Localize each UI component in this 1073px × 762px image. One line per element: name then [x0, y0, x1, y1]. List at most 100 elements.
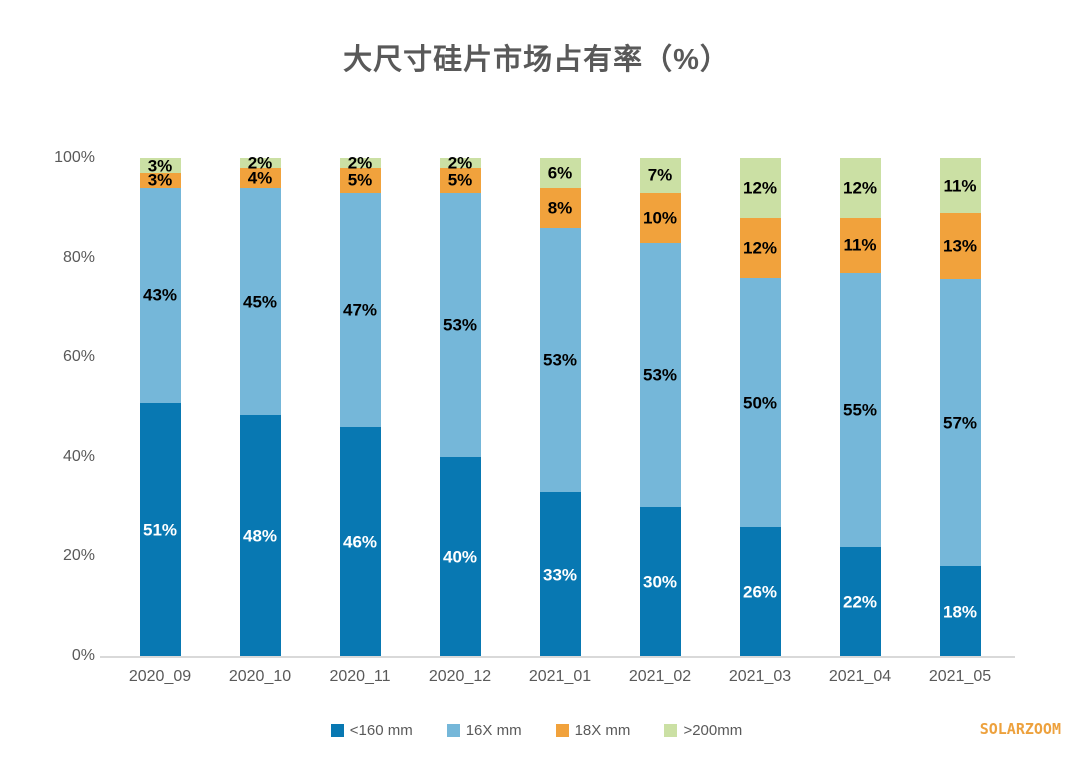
legend-label: 16X mm: [465, 722, 522, 739]
bar-segment: 2%: [439, 155, 481, 172]
x-tick-label: 2021_03: [728, 668, 792, 685]
bar-segment-label: 22%: [842, 592, 878, 612]
bar-segment: 33%: [539, 492, 581, 657]
stacked-bar: 33% 53% 8% 6%: [539, 158, 581, 657]
bar-segment-label: 45%: [242, 292, 278, 312]
bar-column: 46% 47% 5% 2%: [310, 155, 410, 657]
watermark-solarzoom: SOLARZOOM: [979, 720, 1061, 738]
bar-segment-label: 40%: [442, 547, 478, 567]
bar-segment-label: 46%: [342, 532, 378, 552]
bar-column: 48% 45% 4% 2%: [210, 155, 310, 657]
bar-segment-label: 11%: [843, 235, 877, 255]
x-tick-label: 2020_09: [128, 668, 192, 685]
bar-segment-label: 53%: [442, 315, 478, 335]
bar-segment-label: 11%: [943, 176, 977, 196]
stacked-bar: 48% 45% 4% 2%: [239, 155, 281, 657]
stacked-bar: 46% 47% 5% 2%: [339, 155, 381, 657]
bar-segment: 53%: [639, 242, 681, 508]
bar-segment: 55%: [839, 272, 881, 548]
bar-segment-label: 7%: [647, 165, 673, 185]
bar-segment-label: 2%: [447, 153, 473, 173]
bar-segment-label: 2%: [347, 153, 373, 173]
bar-segment-label: 12%: [742, 238, 778, 258]
bar-segment: 51%: [139, 402, 181, 657]
legend-item: <160 mm: [330, 722, 413, 739]
x-axis-line: [100, 656, 1015, 658]
x-tick-label: 2020_12: [428, 668, 492, 685]
x-tick-label: 2020_10: [228, 668, 292, 685]
bar-segment: 50%: [739, 277, 781, 528]
bar-segment: 8%: [539, 187, 581, 228]
bar-segment-label: 33%: [542, 565, 578, 585]
x-tick-label: 2021_05: [928, 668, 992, 685]
legend-item: >200mm: [664, 722, 742, 739]
bar-segment: 26%: [739, 527, 781, 657]
bar-segment: 18%: [939, 566, 981, 657]
bar-segment: 2%: [239, 155, 281, 172]
bar-segment: 57%: [939, 278, 981, 567]
bar-column: 30% 53% 10% 7%: [610, 158, 710, 657]
bar-segment: 48%: [239, 415, 281, 657]
bar-segment-label: 3%: [147, 170, 173, 190]
bar-segment-label: 8%: [547, 198, 573, 218]
bar-column: 26% 50% 12% 12%: [710, 158, 810, 657]
chart-title: 大尺寸硅片市场占有率（%）: [343, 44, 730, 76]
bar-segment: 6%: [539, 158, 581, 188]
bar-segment-label: 53%: [642, 365, 678, 385]
legend-swatch-icon: [446, 724, 460, 737]
bar-segment-label: 18%: [942, 602, 978, 622]
bar-segment: 47%: [339, 192, 381, 428]
legend-label: >200mm: [683, 722, 743, 739]
bar-segment: 2%: [339, 155, 381, 172]
bar-segment: 12%: [739, 158, 781, 218]
bar-segment-label: 5%: [447, 170, 473, 190]
bar-segment: 4%: [239, 168, 281, 189]
legend-item: 18X mm: [555, 722, 631, 739]
legend-swatch-icon: [664, 724, 678, 737]
bar-segment: 53%: [439, 192, 481, 458]
y-tick-label: 100%: [54, 149, 95, 166]
bar-segment-label: 55%: [842, 400, 878, 420]
bar-segment: 12%: [839, 158, 881, 218]
stacked-bar: 22% 55% 11% 12%: [839, 158, 881, 657]
legend: <160 mm 16X mm 18X mm >200mm: [0, 722, 1073, 739]
y-tick-label: 80%: [62, 248, 95, 266]
x-axis-labels: 2020_09 2020_10 2020_11 2020_12 2021_01 2021_…: [110, 668, 1010, 686]
legend-swatch-icon: [330, 724, 344, 737]
bar-segment-label: 53%: [542, 350, 578, 370]
stacked-bar: 30% 53% 10% 7%: [639, 158, 681, 657]
legend-label: 18X mm: [574, 722, 631, 739]
bar-column: 22% 55% 11% 12%: [810, 158, 910, 657]
bar-segment-label: 47%: [342, 300, 378, 320]
bar-segment-label: 6%: [547, 163, 573, 183]
bar-segment: 53%: [539, 227, 581, 493]
stacked-bar: 40% 53% 5% 2%: [439, 155, 481, 657]
bar-column: 51% 43% 3% 3%: [110, 156, 210, 657]
legend-swatch-icon: [555, 724, 569, 737]
bar-segment-label: 12%: [842, 178, 878, 198]
bar-segment: 45%: [239, 188, 281, 416]
bar-segment-label: 5%: [347, 170, 373, 190]
y-tick-label: 40%: [62, 447, 95, 465]
bar-segment-label: 26%: [742, 582, 778, 602]
bar-segment-label: 48%: [242, 526, 278, 546]
y-tick-label: 60%: [62, 348, 95, 366]
stacked-bar: 51% 43% 3% 3%: [139, 156, 181, 657]
stacked-bar: 26% 50% 12% 12%: [739, 158, 781, 657]
bar-segment-label: 50%: [742, 393, 778, 413]
x-tick-label: 2021_02: [628, 668, 692, 685]
bar-segment-label: 4%: [247, 168, 273, 188]
x-tick-label: 2021_04: [828, 668, 892, 685]
bar-segment: 7%: [639, 158, 681, 193]
bar-segment-label: 30%: [642, 572, 678, 592]
bar-segment: 13%: [939, 213, 981, 279]
legend-item: 16X mm: [446, 722, 522, 739]
bar-segment: 5%: [439, 168, 481, 193]
bar-segment: 12%: [739, 217, 781, 278]
bar-column: 33% 53% 8% 6%: [510, 158, 610, 657]
bar-segment-label: 43%: [142, 285, 178, 305]
bar-segment: 11%: [839, 217, 881, 273]
bar-segment-label: 3%: [147, 156, 173, 175]
legend-label: <160 mm: [349, 722, 413, 739]
bar-column: 40% 53% 5% 2%: [410, 155, 510, 657]
